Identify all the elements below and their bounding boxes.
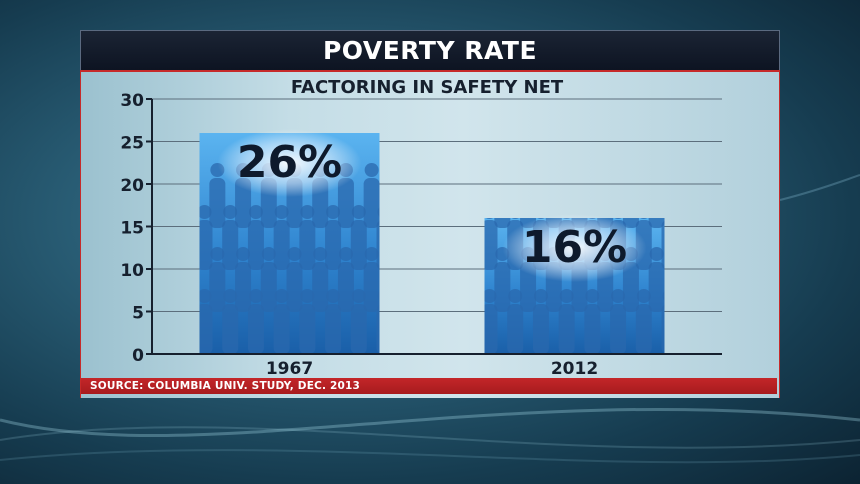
y-tick-label: 15 <box>120 219 144 239</box>
x-tick-label: 1967 <box>266 359 313 379</box>
y-tick-label: 5 <box>132 304 144 324</box>
data-label: 16% <box>522 222 627 273</box>
source-bar: SOURCE: COLUMBIA UNIV. STUDY, DEC. 2013 <box>81 378 777 394</box>
crowd-silhouette-icon <box>199 163 380 354</box>
title-bar: POVERTY RATE <box>80 30 780 70</box>
bar-group: 16% <box>484 214 665 354</box>
y-tick-label: 10 <box>120 261 144 281</box>
bar-group: 26% <box>199 129 380 354</box>
y-tick-label: 0 <box>132 346 144 366</box>
y-tick-label: 20 <box>120 176 144 196</box>
data-label: 26% <box>237 137 342 188</box>
label-glow <box>217 129 362 197</box>
label-glow <box>502 214 647 282</box>
x-tick-label: 2012 <box>551 359 598 379</box>
y-tick-label: 30 <box>120 91 144 111</box>
y-tick-label: 25 <box>120 134 144 154</box>
source-text: SOURCE: COLUMBIA UNIV. STUDY, DEC. 2013 <box>90 380 361 392</box>
chart-subtitle: FACTORING IN SAFETY NET <box>291 77 564 98</box>
chart-title: POVERTY RATE <box>322 36 538 65</box>
